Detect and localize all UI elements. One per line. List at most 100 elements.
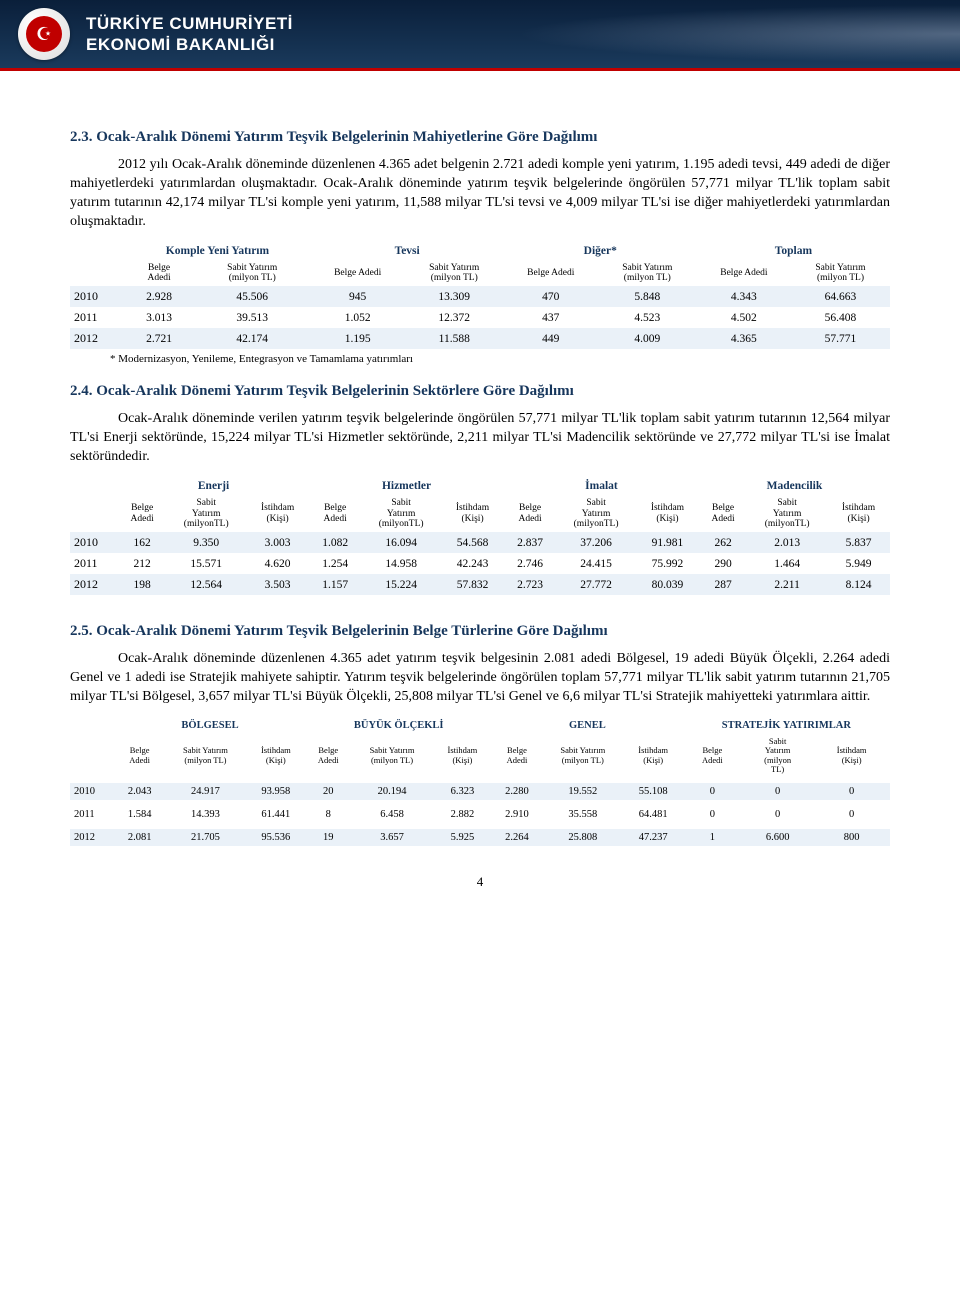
cell: 2.264 — [492, 829, 542, 846]
cell: 24.917 — [165, 783, 247, 800]
cell: 61.441 — [246, 806, 305, 823]
col-label: İstihdam(Kişi) — [624, 734, 683, 777]
cell: 2.013 — [747, 532, 827, 553]
cell: 1.584 — [115, 806, 165, 823]
group-header: Toplam — [697, 242, 890, 260]
cell: 945 — [311, 286, 405, 307]
cell: 45.506 — [194, 286, 311, 307]
cell: 212 — [118, 553, 166, 574]
cell: 2.721 — [124, 328, 194, 349]
cell: 198 — [118, 574, 166, 595]
cell: 5.949 — [827, 553, 890, 574]
table-row: BelgeAdedi Sabit Yatırım(milyon TL) İsti… — [70, 734, 890, 777]
cell: 5.837 — [827, 532, 890, 553]
cell-year: 2012 — [70, 574, 118, 595]
group-header: Tevsi — [311, 242, 504, 260]
cell: 4.009 — [598, 328, 697, 349]
cell: 8.124 — [827, 574, 890, 595]
group-header: BÜYÜK ÖLÇEKLİ — [305, 717, 492, 734]
col-label: Sabit Yatırım(milyon TL) — [791, 260, 890, 287]
banner-title: TÜRKİYE CUMHURİYETİ EKONOMİ BAKANLIĞI — [86, 13, 293, 56]
cell: 2.882 — [433, 806, 492, 823]
cell: 42.174 — [194, 328, 311, 349]
section-24-para: Ocak-Aralık döneminde verilen yatırım te… — [70, 410, 890, 467]
col-label: SabitYatırım(milyonTL) — [742, 734, 813, 777]
col-label: İstihdam(Kişi) — [636, 495, 699, 532]
cell: 19.552 — [542, 783, 624, 800]
cell: 95.536 — [246, 829, 305, 846]
cell: 47.237 — [624, 829, 683, 846]
cell: 2.043 — [115, 783, 165, 800]
cell: 1.195 — [311, 328, 405, 349]
cell: 42.243 — [441, 553, 504, 574]
cell: 16.094 — [361, 532, 441, 553]
cell: 54.568 — [441, 532, 504, 553]
cell: 4.523 — [598, 307, 697, 328]
cell: 93.958 — [246, 783, 305, 800]
col-label: İstihdam(Kişi) — [813, 734, 890, 777]
cell: 12.564 — [166, 574, 246, 595]
cell-year: 2010 — [70, 532, 118, 553]
col-label: SabitYatırım(milyonTL) — [747, 495, 827, 532]
cell: 57.832 — [441, 574, 504, 595]
table-row: 2010 2.928 45.506 945 13.309 470 5.848 4… — [70, 286, 890, 307]
col-label: Sabit Yatırım(milyon TL) — [194, 260, 311, 287]
cell: 13.309 — [405, 286, 504, 307]
cell: 15.571 — [166, 553, 246, 574]
cell: 470 — [504, 286, 598, 307]
cell: 20.194 — [351, 783, 433, 800]
cell: 0 — [683, 806, 742, 823]
cell: 64.481 — [624, 806, 683, 823]
cell: 5.848 — [598, 286, 697, 307]
cell: 15.224 — [361, 574, 441, 595]
table-row: 2011 21215.5714.620 1.25414.95842.243 2.… — [70, 553, 890, 574]
col-label: BelgeAdedi — [115, 734, 165, 777]
cell: 25.808 — [542, 829, 624, 846]
col-label: İstihdam(Kişi) — [433, 734, 492, 777]
col-label: BelgeAdedi — [124, 260, 194, 287]
cell: 800 — [813, 829, 890, 846]
cell: 1.464 — [747, 553, 827, 574]
cell: 75.992 — [636, 553, 699, 574]
flag-icon: ☪ — [26, 16, 62, 52]
cell: 19 — [305, 829, 351, 846]
cell: 1.082 — [309, 532, 361, 553]
col-label: Sabit Yatırım(milyon TL) — [405, 260, 504, 287]
col-label: İstihdam(Kişi) — [827, 495, 890, 532]
cell: 21.705 — [165, 829, 247, 846]
emblem-circle: ☪ — [18, 8, 70, 60]
table-row: 2012 2.721 42.174 1.195 11.588 449 4.009… — [70, 328, 890, 349]
section-25-title: 2.5. Ocak-Aralık Dönemi Yatırım Teşvik B… — [70, 623, 890, 640]
cell: 1.254 — [309, 553, 361, 574]
cell: 0 — [742, 806, 813, 823]
col-label: BelgeAdedi — [699, 495, 747, 532]
cell: 287 — [699, 574, 747, 595]
cell: 1 — [683, 829, 742, 846]
banner-swoosh — [440, 0, 960, 68]
cell: 12.372 — [405, 307, 504, 328]
cell: 2.081 — [115, 829, 165, 846]
group-header: BÖLGESEL — [115, 717, 306, 734]
table-row: Enerji Hizmetler İmalat Madencilik — [70, 477, 890, 495]
group-header: İmalat — [504, 477, 699, 495]
cell: 0 — [813, 806, 890, 823]
col-label: BelgeAdedi — [504, 495, 556, 532]
table-row: 2011 3.013 39.513 1.052 12.372 437 4.523… — [70, 307, 890, 328]
col-label: Sabit Yatırım(milyon TL) — [542, 734, 624, 777]
cell: 20 — [305, 783, 351, 800]
banner-line1: TÜRKİYE CUMHURİYETİ — [86, 13, 293, 34]
col-label: İstihdam(Kişi) — [246, 734, 305, 777]
cell-year: 2012 — [70, 829, 115, 846]
table-row: 2012 19812.5643.503 1.15715.22457.832 2.… — [70, 574, 890, 595]
cell: 2.928 — [124, 286, 194, 307]
col-label: İstihdam(Kişi) — [246, 495, 309, 532]
group-header: STRATEJİK YATIRIMLAR — [683, 717, 890, 734]
group-header: Enerji — [118, 477, 309, 495]
page-number: 4 — [70, 874, 890, 890]
cell: 2.723 — [504, 574, 556, 595]
cell: 2.746 — [504, 553, 556, 574]
banner-line2: EKONOMİ BAKANLIĞI — [86, 34, 293, 55]
group-header: Madencilik — [699, 477, 890, 495]
cell: 437 — [504, 307, 598, 328]
cell: 0 — [683, 783, 742, 800]
